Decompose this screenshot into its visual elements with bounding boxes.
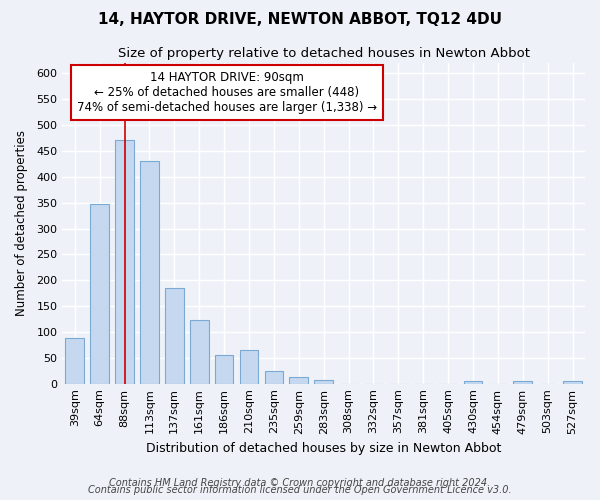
Bar [265,371,283,384]
Bar [190,320,209,384]
Bar [563,381,582,384]
Bar [239,350,259,384]
X-axis label: Distribution of detached houses by size in Newton Abbot: Distribution of detached houses by size … [146,442,502,455]
Bar [115,140,134,384]
Bar [514,381,532,384]
Bar [464,381,482,384]
Bar [289,378,308,384]
Bar [140,162,159,384]
Title: Size of property relative to detached houses in Newton Abbot: Size of property relative to detached ho… [118,48,530,60]
Text: Contains HM Land Registry data © Crown copyright and database right 2024.: Contains HM Land Registry data © Crown c… [109,478,491,488]
Text: 14 HAYTOR DRIVE: 90sqm
← 25% of detached houses are smaller (448)
74% of semi-de: 14 HAYTOR DRIVE: 90sqm ← 25% of detached… [77,71,377,114]
Bar [215,354,233,384]
Bar [165,288,184,384]
Text: 14, HAYTOR DRIVE, NEWTON ABBOT, TQ12 4DU: 14, HAYTOR DRIVE, NEWTON ABBOT, TQ12 4DU [98,12,502,28]
Bar [65,338,84,384]
Bar [91,204,109,384]
Bar [314,380,333,384]
Y-axis label: Number of detached properties: Number of detached properties [15,130,28,316]
Text: Contains public sector information licensed under the Open Government Licence v3: Contains public sector information licen… [88,485,512,495]
